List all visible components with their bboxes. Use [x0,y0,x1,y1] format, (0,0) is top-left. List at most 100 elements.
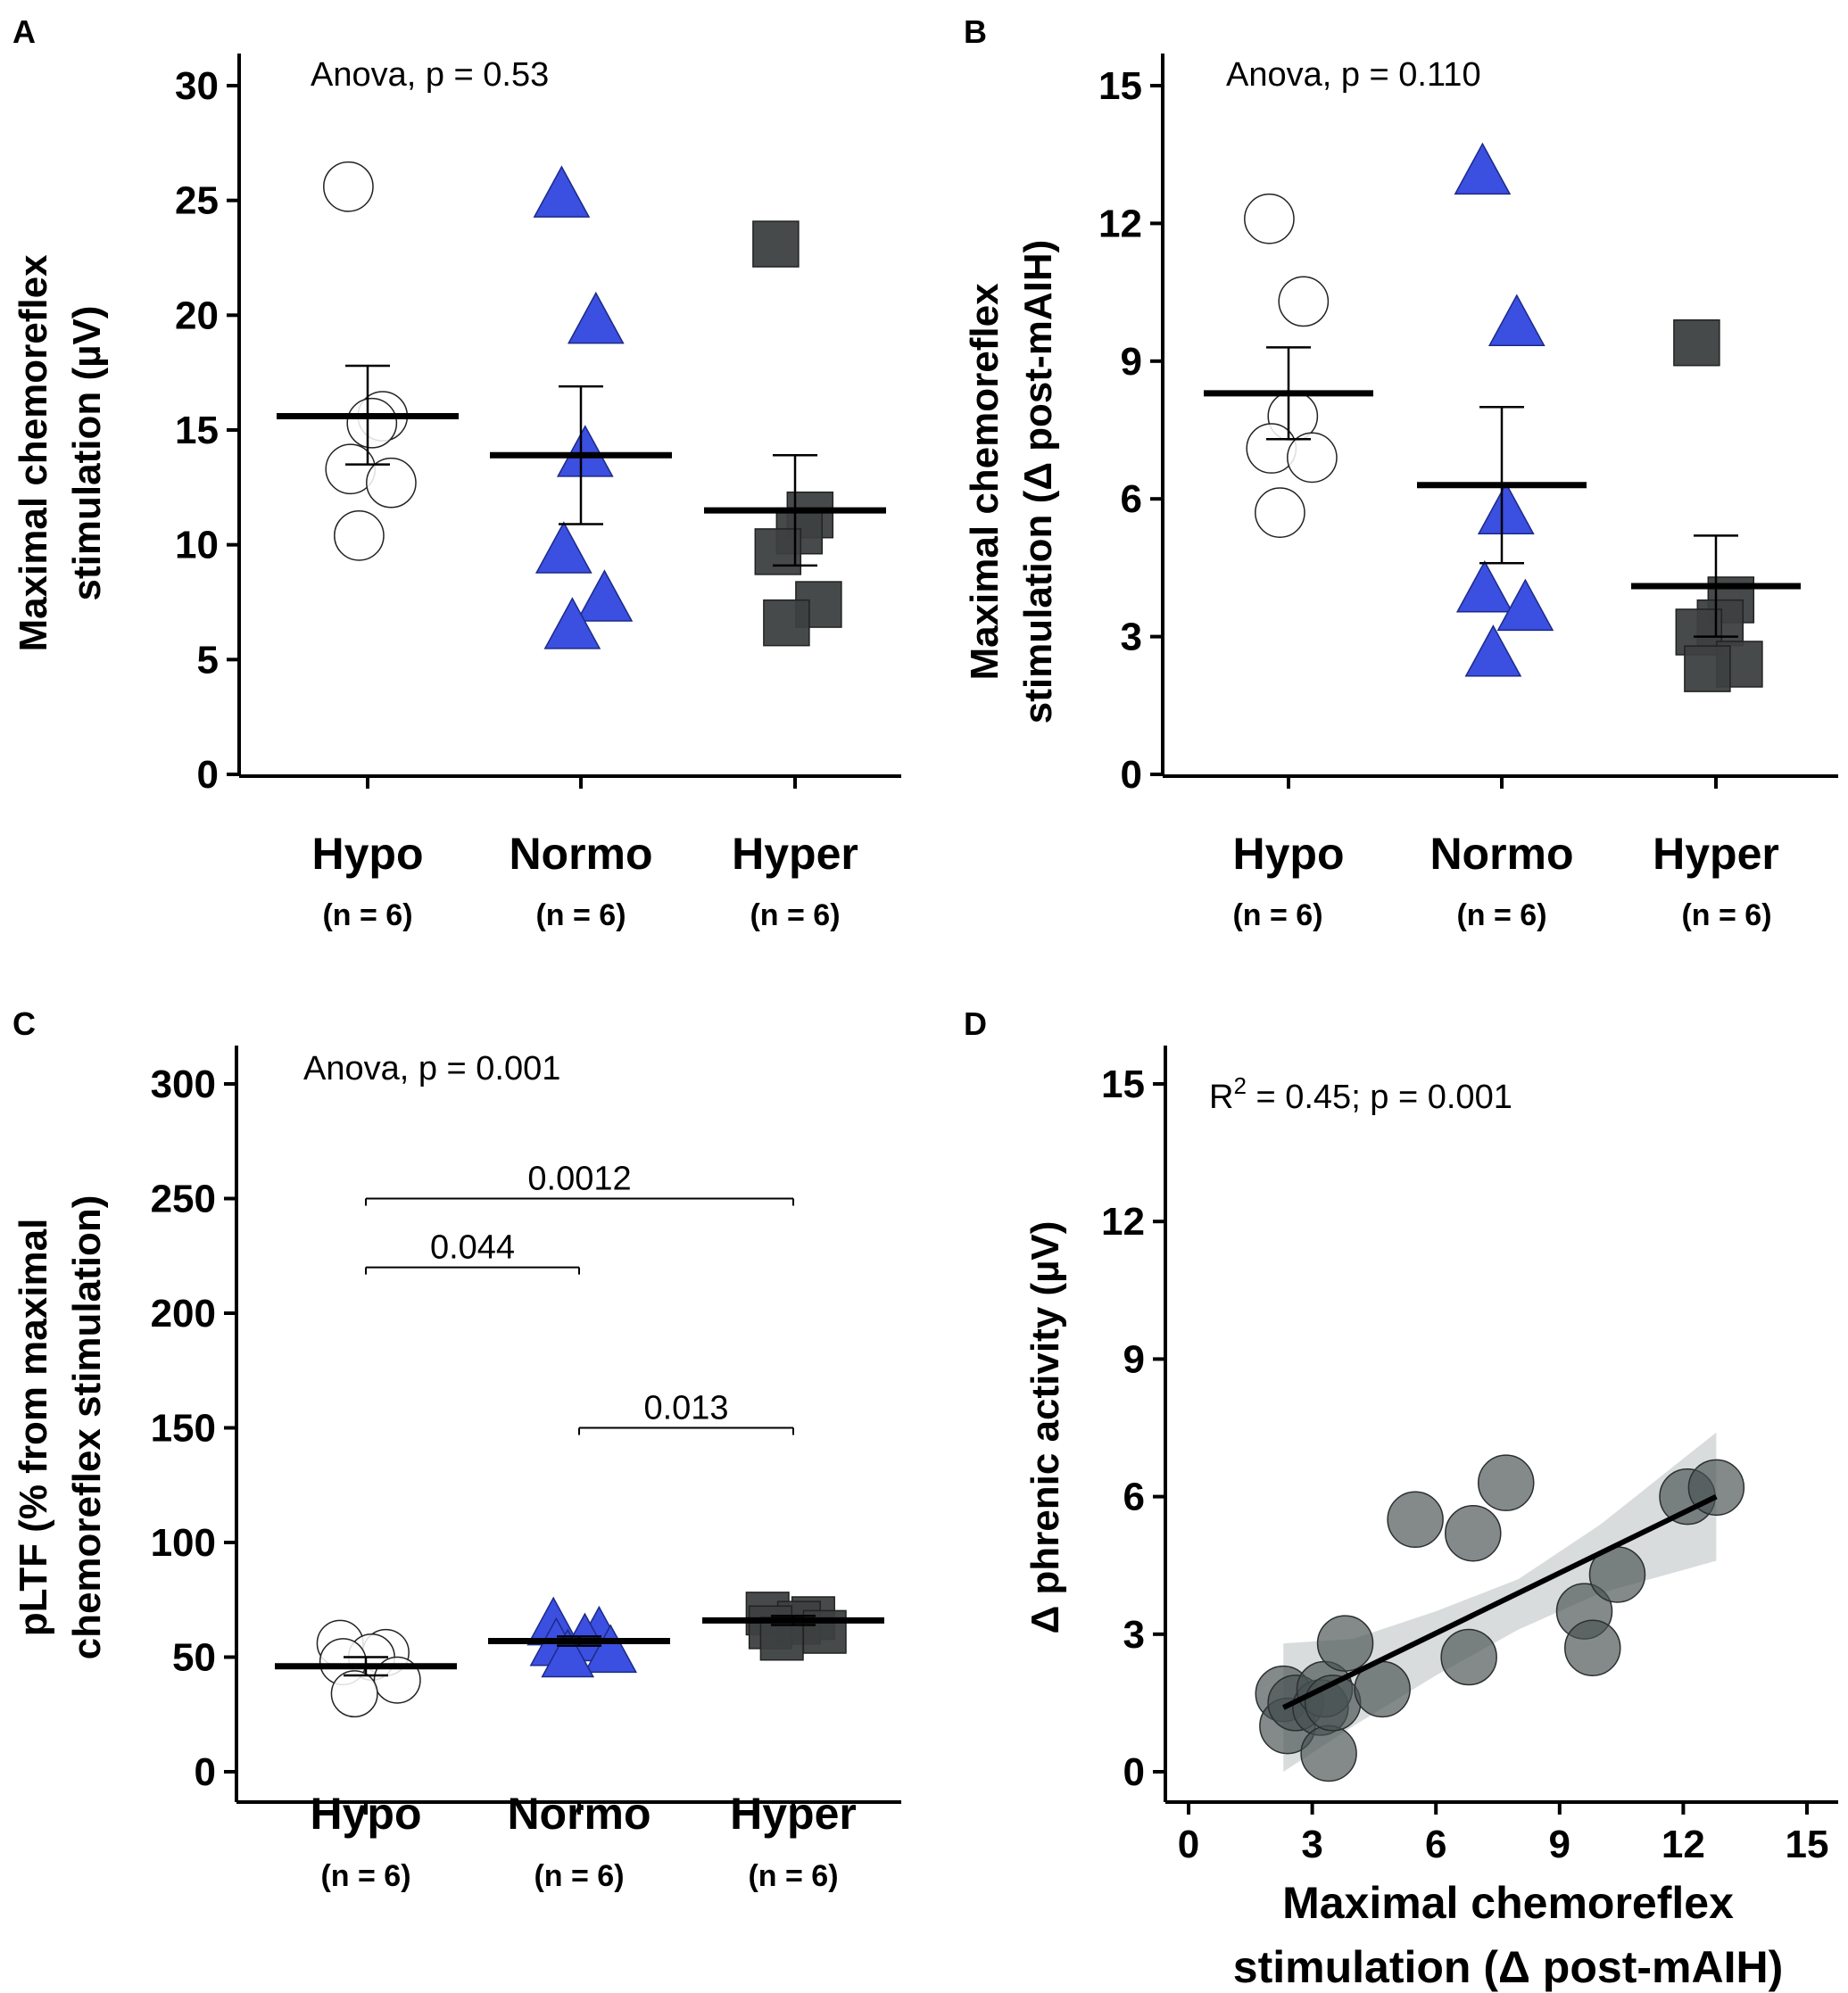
panel-c-y-tick-label: 0 [195,1750,216,1794]
panel-c-group-normo-label: Normo [507,1789,651,1839]
panel-a-hypo-circle-point [346,397,398,449]
panel-a-normo-triangle-point [543,597,601,649]
panel-c-data-marks [275,1592,884,1718]
panel-b: B Maximal chemoreflex stimulation (Δ pos… [963,13,1838,932]
panel-a-y-tick-label: 20 [175,294,219,337]
panel-a-x-axis [239,774,901,789]
panel-d-data-point [1564,1619,1621,1676]
panel-d: D Δ phrenic activity (µV) R2 = 0.45; p =… [964,1005,1838,1992]
panel-d-y-tick-label: 3 [1123,1613,1145,1657]
panel-b-data-marks [1204,142,1801,692]
panel-c-group-normo-n: (n = 6) [534,1859,624,1893]
panel-c-normo-triangle-point [541,1628,595,1678]
panel-a-group-hyper-n: (n = 6) [750,898,840,932]
panel-a-normo-triangle-point [576,569,634,622]
panel-c-x-axis [236,1800,901,1815]
panel-a-hypo-circle-point [366,457,417,509]
panel-a-ylabel-line-2: stimulation (µV) [65,306,109,601]
panel-b-y-axis: 0 3 6 9 12 15 [1098,54,1164,797]
panel-c-hyper-square-point [802,1609,847,1654]
panel-c-comparison-brackets: 0.0012 0.044 0.013 [365,1161,794,1435]
panel-d-xlabel-line-2: stimulation (Δ post-mAIH) [1233,1942,1783,1992]
panel-d-r2-note: R2 = 0.45; p = 0.001 [1209,1072,1512,1116]
panel-a-normo-triangle-point [533,165,591,218]
panel-d-letter: D [964,1005,987,1042]
panel-d-y-tick-label: 0 [1123,1750,1145,1794]
panel-c-comparison-p-value: 0.044 [430,1229,515,1267]
panel-b-group-hypo-label: Hypo [1233,829,1345,879]
panel-a: A Maximal chemoreflex stimulation (µV) A… [12,13,901,932]
panel-d-y-axis: 0 3 6 9 12 15 [1101,1046,1167,1802]
panel-a-y-tick-label: 25 [175,179,219,223]
panel-c-normo-triangle-point [584,1624,638,1674]
panel-d-fit [1281,1493,1718,1710]
panel-b-y-tick-label: 0 [1121,753,1142,797]
panel-d-x-tick-label: 0 [1178,1823,1199,1866]
panel-b-letter: B [964,13,987,50]
panel-c-hypo-circle-point [330,1670,378,1718]
panel-c-anova-note: Anova, p = 0.001 [303,1050,560,1087]
panel-c-group-labels: Hypo Normo Hyper (n = 6) (n = 6) (n = 6) [311,1789,857,1893]
panel-d-data-point [1387,1491,1444,1549]
panel-c-group-hypo-n: (n = 6) [320,1859,410,1893]
panel-c-y-axis: 0 50 100 150 200 250 300 [151,1046,238,1802]
panel-b-hypo-circle-point [1255,487,1305,538]
panel-d-x-tick-label: 15 [1786,1823,1829,1866]
panel-c-y-tick-label: 200 [151,1292,216,1336]
panel-b-x-axis [1163,774,1838,789]
panel-a-hyper-square-point [763,599,810,647]
panel-d-y-tick-label: 15 [1101,1063,1145,1106]
panel-c-comparison-p-value: 0.013 [643,1390,728,1427]
panel-b-group-normo-label: Normo [1430,829,1573,879]
panel-b-normo-triangle-point [1455,560,1513,613]
panel-b-ylabel-line-1: Maximal chemoreflex [963,283,1007,681]
panel-d-data-point [1477,1454,1535,1511]
panel-c-ylabel-line-2: chemoreflex stimulation) [65,1195,109,1660]
panel-b-normo-triangle-point [1488,294,1546,347]
panel-a-group-normo-n: (n = 6) [535,898,626,932]
panel-d-data-point [1445,1504,1502,1562]
panel-d-xlabel-line-1: Maximal chemoreflex [1282,1878,1734,1928]
panel-b-y-tick-label: 6 [1121,477,1142,521]
panel-d-data-point [1440,1628,1497,1686]
panel-d-y-tick-label: 9 [1123,1337,1145,1381]
panel-a-normo-triangle-point [556,425,614,477]
panel-b-y-tick-label: 12 [1098,202,1142,245]
panel-a-ylabel-line-1: Maximal chemoreflex [12,254,55,652]
panel-a-y-tick-label: 15 [175,409,219,452]
panel-a-letter: A [12,13,36,50]
panel-a-group-labels: Hypo Normo Hyper (n = 6) (n = 6) (n = 6) [312,829,858,932]
panel-c-y-tick-label: 100 [151,1521,216,1565]
panel-a-y-tick-label: 0 [197,753,219,797]
panel-a-normo-triangle-point [535,521,593,574]
panel-d-data-point [1316,1615,1374,1672]
panel-c-group-hyper-n: (n = 6) [748,1859,838,1893]
panel-d-x-axis: 0 3 6 9 12 15 [1165,1800,1838,1866]
panel-b-y-tick-label: 3 [1121,616,1142,659]
panel-a-hypo-circle-point [323,161,374,212]
panel-b-normo-triangle-point [1464,624,1522,677]
panel-a-y-axis: 0 5 10 15 20 25 30 [175,54,241,797]
panel-a-y-tick-label: 5 [197,638,219,682]
panel-d-x-tick-label: 9 [1549,1823,1570,1866]
panel-b-hypo-circle-point [1287,432,1338,484]
panel-b-group-normo-n: (n = 6) [1456,898,1546,932]
panel-b-group-hyper-n: (n = 6) [1681,898,1771,932]
panel-b-ylabel-line-2: stimulation (Δ post-mAIH) [1016,240,1060,724]
panel-b-normo-triangle-point [1477,482,1535,535]
panel-b-anova-note: Anova, p = 0.110 [1226,56,1481,94]
panel-c-y-tick-label: 150 [151,1407,216,1451]
panel-a-group-hyper-label: Hyper [732,829,858,879]
panel-b-normo-triangle-point [1496,578,1554,632]
panel-d-x-tick-label: 3 [1301,1823,1322,1866]
panel-b-group-labels: Hypo Normo Hyper (n = 6) (n = 6) (n = 6) [1232,829,1778,932]
panel-c-y-tick-label: 50 [172,1636,216,1680]
panel-b-hypo-circle-point [1278,276,1330,327]
panel-a-group-normo-label: Normo [509,829,652,879]
panel-c-y-tick-label: 300 [151,1063,216,1106]
panel-c-y-tick-label: 250 [151,1178,216,1221]
panel-a-group-hypo-label: Hypo [312,829,424,879]
panel-b-y-tick-label: 15 [1098,64,1142,108]
panel-a-y-tick-label: 30 [175,64,219,108]
panel-d-y-tick-label: 6 [1123,1476,1145,1519]
